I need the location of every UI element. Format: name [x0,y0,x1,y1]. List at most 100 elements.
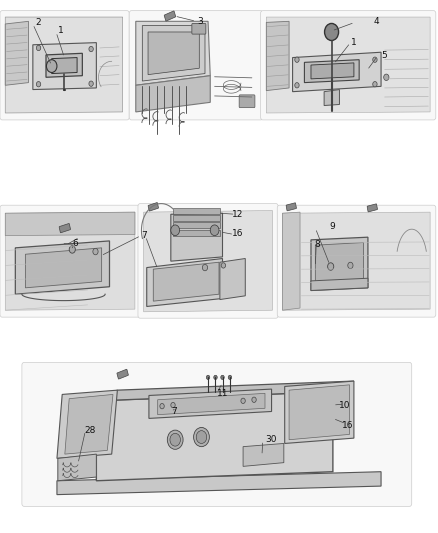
Polygon shape [171,213,223,261]
Text: 4: 4 [374,17,379,26]
Circle shape [210,225,219,236]
Text: 5: 5 [381,51,387,60]
Text: 1: 1 [57,27,64,35]
Circle shape [295,57,299,62]
Polygon shape [5,212,135,236]
Circle shape [328,263,334,270]
Polygon shape [15,241,110,294]
FancyBboxPatch shape [286,203,297,211]
Text: 12: 12 [232,210,243,219]
Circle shape [46,60,57,72]
Polygon shape [266,17,430,113]
Circle shape [69,246,75,253]
Circle shape [36,82,41,87]
Circle shape [241,398,245,403]
Polygon shape [46,53,82,77]
Polygon shape [311,278,368,290]
Polygon shape [25,248,102,288]
Polygon shape [5,212,135,310]
Polygon shape [293,52,381,92]
FancyBboxPatch shape [164,11,176,21]
FancyBboxPatch shape [192,23,206,34]
Circle shape [194,427,209,447]
Polygon shape [136,21,210,85]
Circle shape [89,46,93,52]
Polygon shape [243,443,284,466]
FancyBboxPatch shape [261,11,436,120]
Polygon shape [304,60,359,83]
FancyBboxPatch shape [129,11,263,120]
Polygon shape [96,392,333,481]
Text: 2: 2 [36,19,41,27]
Bar [173,215,220,221]
Text: 11: 11 [217,389,228,398]
Circle shape [170,433,180,446]
Bar [173,208,220,214]
FancyBboxPatch shape [22,362,412,506]
FancyBboxPatch shape [59,223,71,233]
FancyBboxPatch shape [138,204,278,318]
FancyBboxPatch shape [0,205,140,317]
Circle shape [325,23,339,41]
Circle shape [384,74,389,80]
Circle shape [167,430,183,449]
Polygon shape [220,259,245,300]
Circle shape [206,375,210,379]
FancyBboxPatch shape [277,205,436,317]
Polygon shape [96,381,354,401]
Text: 16: 16 [232,229,243,238]
Circle shape [202,264,208,271]
Polygon shape [289,385,350,440]
Polygon shape [57,390,117,458]
Text: 30: 30 [265,435,276,444]
Text: 10: 10 [339,401,350,409]
Polygon shape [283,212,430,310]
Polygon shape [311,237,368,290]
Circle shape [221,263,226,268]
Polygon shape [153,262,219,301]
Circle shape [373,82,377,87]
Polygon shape [52,58,77,74]
Polygon shape [5,21,28,85]
Text: 6: 6 [72,239,78,248]
Polygon shape [65,394,113,454]
Text: 7: 7 [141,231,147,240]
Polygon shape [57,472,381,495]
Bar [173,222,220,228]
Polygon shape [33,43,96,90]
Polygon shape [158,393,265,415]
Circle shape [36,45,41,51]
Polygon shape [149,389,272,418]
Text: 8: 8 [314,240,320,248]
Bar [173,230,220,236]
Text: 16: 16 [342,421,353,430]
Polygon shape [315,243,364,285]
Polygon shape [136,76,210,112]
Circle shape [228,375,232,379]
Text: 1: 1 [351,38,357,47]
Polygon shape [266,21,289,91]
Circle shape [93,248,98,255]
FancyBboxPatch shape [117,369,128,379]
Circle shape [295,83,299,88]
Text: 7: 7 [171,407,177,416]
Polygon shape [285,381,354,443]
Polygon shape [148,32,199,75]
Circle shape [373,57,377,62]
Polygon shape [283,212,300,310]
FancyBboxPatch shape [0,11,129,120]
Polygon shape [58,454,96,481]
Circle shape [160,403,164,409]
Circle shape [252,397,256,402]
Circle shape [348,262,353,269]
Circle shape [171,225,180,236]
Circle shape [196,431,207,443]
Text: 3: 3 [198,17,204,26]
FancyBboxPatch shape [148,203,159,211]
Polygon shape [144,211,272,312]
Polygon shape [147,259,223,306]
Polygon shape [311,63,354,79]
Polygon shape [142,26,205,81]
Circle shape [171,402,175,408]
Circle shape [89,81,93,86]
